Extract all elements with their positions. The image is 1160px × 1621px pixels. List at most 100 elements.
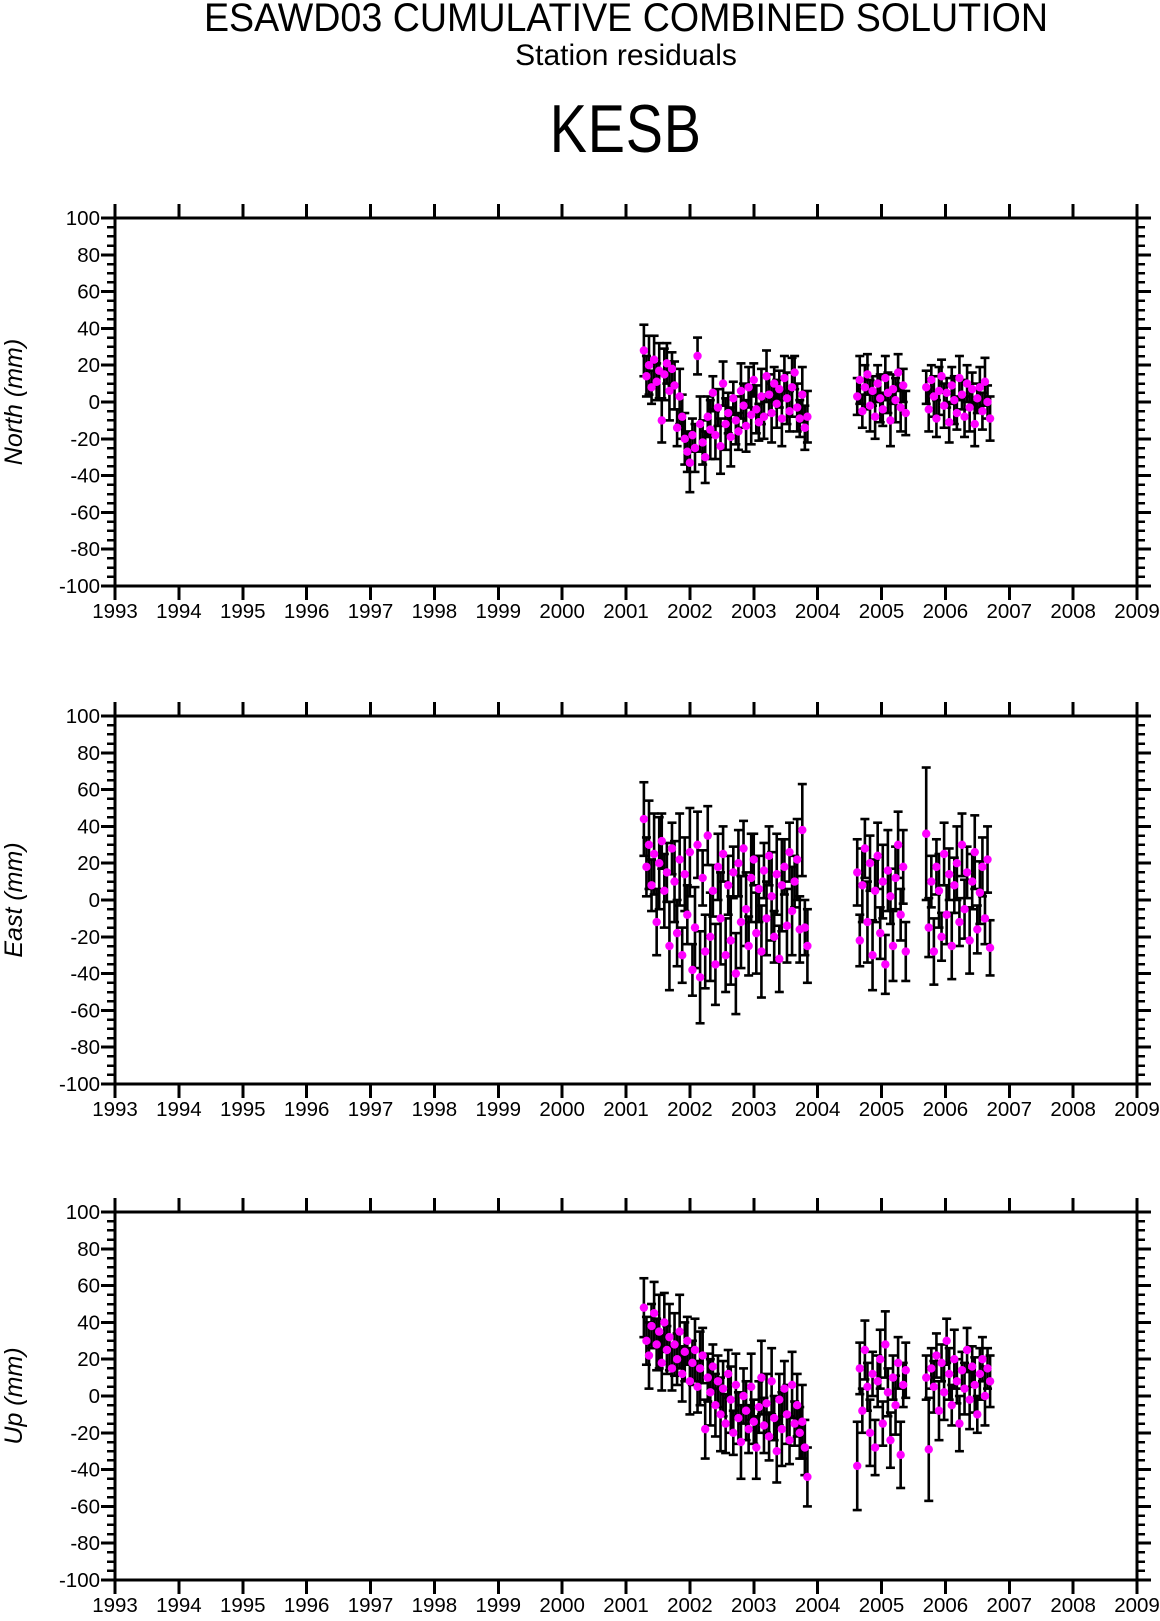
svg-text:1994: 1994	[156, 1098, 202, 1121]
figure-subtitle: Station residuals	[515, 39, 737, 72]
svg-text:-20: -20	[70, 926, 100, 949]
svg-text:-60: -60	[70, 1495, 100, 1518]
svg-text:2006: 2006	[923, 600, 969, 623]
east-ticks	[101, 702, 1151, 1098]
svg-text:2000: 2000	[539, 1594, 585, 1617]
svg-text:2004: 2004	[795, 1594, 841, 1617]
svg-text:2005: 2005	[859, 1594, 905, 1617]
svg-text:1996: 1996	[284, 1594, 330, 1617]
svg-text:2000: 2000	[539, 1098, 585, 1121]
svg-text:2007: 2007	[986, 1594, 1032, 1617]
svg-text:80: 80	[77, 244, 100, 267]
svg-text:1999: 1999	[475, 1594, 521, 1617]
svg-text:-100: -100	[59, 1073, 100, 1096]
svg-text:60: 60	[77, 281, 100, 304]
svg-text:2001: 2001	[603, 1098, 649, 1121]
svg-text:1997: 1997	[348, 1594, 394, 1617]
svg-text:-20: -20	[70, 1422, 100, 1445]
svg-text:2001: 2001	[603, 1594, 649, 1617]
figure-title: ESAWD03 CUMULATIVE COMBINED SOLUTION	[203, 0, 1049, 40]
svg-text:100: 100	[66, 207, 100, 230]
svg-text:2001: 2001	[603, 600, 649, 623]
svg-text:2006: 2006	[923, 1594, 969, 1617]
figure-subtitle-row: Station residuals	[115, 41, 1137, 71]
svg-text:60: 60	[77, 1275, 100, 1298]
svg-text:1994: 1994	[156, 600, 202, 623]
svg-text:1997: 1997	[348, 600, 394, 623]
svg-text:-80: -80	[70, 1532, 100, 1555]
svg-text:1994: 1994	[156, 1594, 202, 1617]
north-ticks	[101, 204, 1151, 600]
svg-text:2007: 2007	[986, 1098, 1032, 1121]
svg-text:80: 80	[77, 742, 100, 765]
svg-text:1993: 1993	[92, 1098, 138, 1121]
svg-text:100: 100	[66, 1201, 100, 1224]
east-ytick-labels: -100 -80 -60 -40 -20 0 20 40 60 80 100	[59, 705, 100, 1096]
svg-text:2008: 2008	[1050, 600, 1096, 623]
east-xtick-labels: 1993 1994 1995 1996 1997 1998 1999 2000 2001 2002…	[92, 1098, 1160, 1121]
svg-text:1995: 1995	[220, 1594, 266, 1617]
figure-title-row: ESAWD03 CUMULATIVE COMBINED SOLUTION	[115, 0, 1137, 38]
north-axis-title: North (mm)	[0, 339, 28, 465]
svg-text:1995: 1995	[220, 600, 266, 623]
up-xtick-labels: 1993 1994 1995 1996 1997 1998 1999 2000 2001 2002…	[92, 1594, 1160, 1617]
panel-east: -100 -80 -60 -40 -20 0 20 40 60 80 100 1993 1994 1995…	[0, 702, 1160, 1121]
svg-text:2007: 2007	[986, 600, 1032, 623]
svg-text:20: 20	[77, 1348, 100, 1371]
svg-text:-20: -20	[70, 428, 100, 451]
svg-text:-60: -60	[70, 501, 100, 524]
svg-text:2009: 2009	[1114, 600, 1160, 623]
svg-text:2004: 2004	[795, 600, 841, 623]
svg-text:2003: 2003	[731, 1594, 777, 1617]
east-error-bars	[639, 766, 995, 1025]
svg-text:-100: -100	[59, 1569, 100, 1592]
svg-text:2008: 2008	[1050, 1098, 1096, 1121]
svg-text:2003: 2003	[731, 1098, 777, 1121]
north-data-points	[639, 346, 995, 467]
svg-text:1998: 1998	[412, 600, 458, 623]
svg-text:1993: 1993	[92, 1594, 138, 1617]
station-name: KESB	[549, 91, 703, 167]
svg-text:2000: 2000	[539, 600, 585, 623]
svg-text:1999: 1999	[475, 600, 521, 623]
north-xtick-labels: 1993 1994 1995 1996 1997 1998 1999 2000 2001 2002…	[92, 600, 1160, 623]
svg-text:-80: -80	[70, 1036, 100, 1059]
svg-text:60: 60	[77, 779, 100, 802]
panel-up: -100 -80 -60 -40 -20 0 20 40 60 80 100 1993 1994 1995…	[0, 1198, 1160, 1617]
svg-text:0: 0	[89, 391, 100, 414]
svg-text:2004: 2004	[795, 1098, 841, 1121]
svg-text:100: 100	[66, 705, 100, 728]
north-ytick-labels: -100 -80 -60 -40 -20 0 20 40 60 80 100	[59, 207, 100, 598]
east-axis-title: East (mm)	[0, 842, 28, 957]
svg-text:40: 40	[77, 815, 100, 838]
svg-text:2009: 2009	[1114, 1594, 1160, 1617]
svg-text:-40: -40	[70, 1459, 100, 1482]
svg-text:1999: 1999	[475, 1098, 521, 1121]
svg-text:20: 20	[77, 852, 100, 875]
svg-text:0: 0	[89, 889, 100, 912]
station-name-row: KESB	[115, 95, 1137, 163]
svg-text:2008: 2008	[1050, 1594, 1096, 1617]
svg-text:1997: 1997	[348, 1098, 394, 1121]
up-data-points	[639, 1303, 995, 1482]
svg-text:2009: 2009	[1114, 1098, 1160, 1121]
svg-text:1995: 1995	[220, 1098, 266, 1121]
svg-text:1998: 1998	[412, 1594, 458, 1617]
panel-north: -100 -80 -60 -40 -20 0 20 40 60 80 100 1993 1994 1995…	[0, 204, 1160, 623]
svg-text:2002: 2002	[667, 1098, 713, 1121]
svg-text:40: 40	[77, 1311, 100, 1334]
svg-text:20: 20	[77, 354, 100, 377]
svg-text:40: 40	[77, 317, 100, 340]
svg-text:1993: 1993	[92, 600, 138, 623]
svg-text:1998: 1998	[412, 1098, 458, 1121]
svg-text:2005: 2005	[859, 600, 905, 623]
svg-text:2003: 2003	[731, 600, 777, 623]
svg-text:0: 0	[89, 1385, 100, 1408]
svg-text:-40: -40	[70, 963, 100, 986]
east-data-points	[639, 814, 995, 982]
svg-text:-60: -60	[70, 999, 100, 1022]
svg-text:80: 80	[77, 1238, 100, 1261]
svg-text:2005: 2005	[859, 1098, 905, 1121]
